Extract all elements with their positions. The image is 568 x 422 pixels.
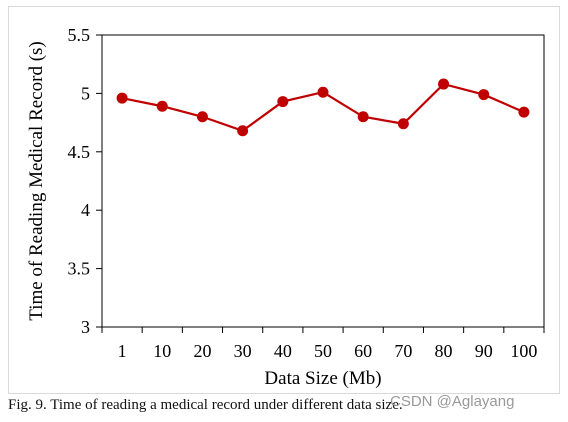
y-tick-label: 5.5 [68,25,91,45]
data-point [518,106,530,118]
x-tick-label: 40 [274,341,292,361]
figure-frame [8,6,560,394]
data-point [116,92,128,104]
data-point [156,100,168,112]
x-tick-label: 20 [193,341,211,361]
x-tick-label: 60 [354,341,372,361]
y-tick-label: 5 [81,83,90,103]
x-tick-label: 70 [394,341,412,361]
data-point [237,125,249,137]
y-tick-label: 4 [81,200,90,220]
data-point [397,118,409,130]
x-axis-label: Data Size (Mb) [264,368,381,389]
x-tick-label: 1 [118,341,127,361]
data-points [116,78,530,137]
x-tick-label: 90 [475,341,493,361]
plot-area-border [101,34,545,328]
data-point [357,111,369,123]
y-axis: 3 3.5 4 4.5 5 5.5 [68,25,102,337]
y-tick-label: 4.5 [68,142,91,162]
x-tick-label: 50 [314,341,332,361]
data-point [196,111,208,123]
x-tick-label: 10 [153,341,171,361]
y-axis-label: Time of Reading Medical Record (s) [26,41,47,321]
watermark: CSDN @Aglayang [390,393,515,410]
x-tick-label: 80 [435,341,453,361]
figure-caption: Fig. 9. Time of reading a medical record… [8,397,403,413]
data-point [478,89,490,101]
x-axis: 1 10 20 30 40 50 60 70 80 90 100 [101,327,545,361]
data-point [317,86,329,98]
data-point [438,78,450,90]
data-point [277,96,289,108]
x-tick-label: 30 [234,341,252,361]
y-tick-label: 3.5 [68,259,91,279]
x-tick-label: 100 [510,341,537,361]
y-tick-label: 3 [81,317,90,337]
